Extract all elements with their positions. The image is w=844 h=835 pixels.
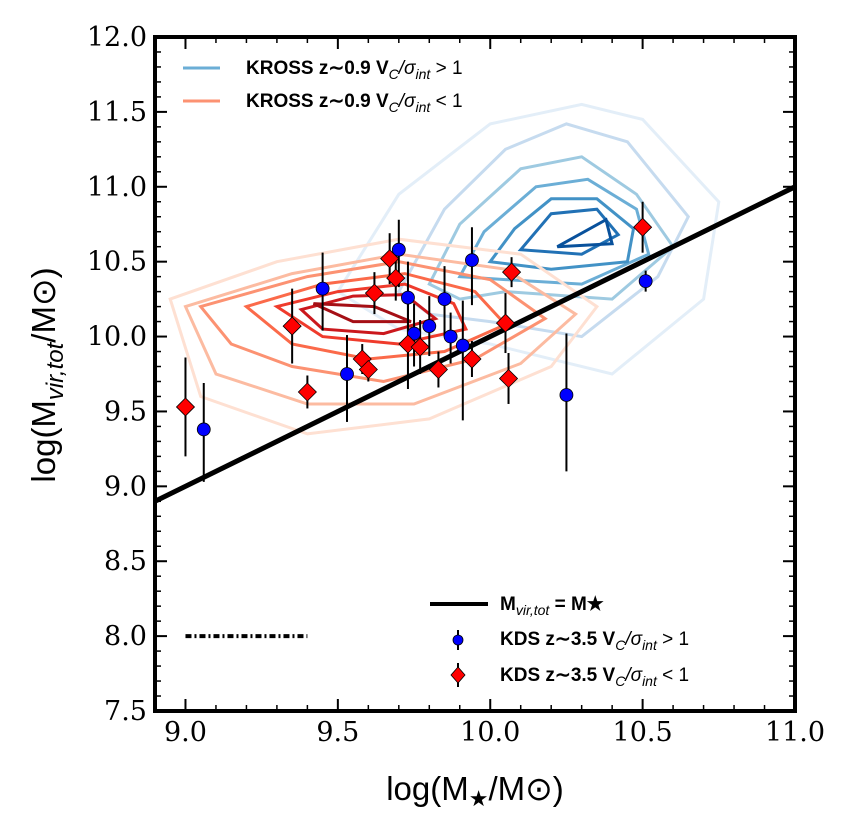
y-axis-title: log(Mvir,tot/M⊙) bbox=[25, 267, 69, 482]
point-red-15 bbox=[633, 217, 653, 237]
contour-layer bbox=[168, 102, 721, 436]
contour-level-red-4 bbox=[273, 282, 469, 346]
legend-label-kross-high: KROSS z∼0.9 VC/σint > 1 bbox=[246, 58, 463, 82]
point-blue-10 bbox=[465, 253, 479, 268]
point-red-4 bbox=[358, 359, 378, 380]
point-red-11 bbox=[462, 349, 482, 369]
y-tick-label: 12.0 bbox=[87, 22, 147, 53]
contour-level-blue-6 bbox=[556, 217, 615, 249]
y-tick-label: 8.5 bbox=[104, 546, 147, 577]
legend-upper: KROSS z∼0.9 VC/σint > 1 KROSS z∼0.9 VC/σ… bbox=[183, 58, 463, 115]
point-red-1 bbox=[282, 316, 302, 336]
legend-label-kds-high: KDS z∼3.5 VC/σint > 1 bbox=[500, 629, 689, 653]
point-blue-2 bbox=[340, 367, 354, 381]
y-tick-label: 11.5 bbox=[87, 97, 147, 128]
point-red-7 bbox=[386, 268, 406, 288]
point-blue-12 bbox=[638, 274, 653, 289]
y-tick-label: 9.5 bbox=[104, 396, 147, 427]
contour-level-blue-4 bbox=[487, 197, 636, 271]
legend-label-kds-low: KDS z∼3.5 VC/σint < 1 bbox=[500, 665, 689, 689]
point-red-13 bbox=[502, 262, 522, 282]
point-blue-8 bbox=[443, 329, 458, 344]
y-tick-label: 10.5 bbox=[87, 247, 147, 278]
legend-lower: Mvir,tot = M★ KDS z∼3.5 VC/σint > 1 KDS … bbox=[430, 594, 689, 689]
point-red-9 bbox=[410, 337, 430, 357]
kds-high-markers bbox=[196, 242, 653, 437]
contour-level-red-0 bbox=[168, 237, 600, 436]
x-tick-label: 10.0 bbox=[460, 717, 520, 748]
point-blue-0 bbox=[196, 422, 211, 437]
point-red-0 bbox=[175, 397, 196, 417]
contour-level-red-6 bbox=[312, 302, 412, 324]
contour-level-blue-1 bbox=[396, 122, 691, 339]
legend-marker-kds-low bbox=[450, 666, 466, 684]
legend-label-one-to-one: Mvir,tot = M★ bbox=[500, 594, 604, 618]
point-blue-11 bbox=[559, 388, 574, 402]
contour-level-red-2 bbox=[198, 260, 548, 384]
contour-level-blue-2 bbox=[427, 155, 676, 301]
point-blue-7 bbox=[437, 292, 452, 307]
one-to-one-line bbox=[155, 184, 795, 504]
point-blue-5 bbox=[407, 326, 421, 341]
error-bars bbox=[184, 201, 647, 482]
contour-level-blue-0 bbox=[335, 102, 721, 376]
point-red-14 bbox=[498, 368, 519, 389]
point-red-2 bbox=[297, 382, 317, 402]
x-tick-label: 9.0 bbox=[164, 717, 207, 748]
legend-marker-kds-high bbox=[452, 634, 464, 646]
point-blue-3 bbox=[391, 242, 406, 257]
point-blue-6 bbox=[422, 319, 437, 333]
y-tick-labels: 7.5 8.0 8.5 9.0 9.5 10.0 10.5 11.0 11.5 12.0 bbox=[87, 22, 147, 727]
x-tick-label: 11.0 bbox=[765, 717, 825, 748]
y-tick-label: 7.5 bbox=[104, 696, 147, 727]
y-tick-label: 9.0 bbox=[104, 471, 147, 502]
plot-frame bbox=[153, 35, 797, 713]
x-tick-label: 10.5 bbox=[613, 717, 673, 748]
legend-label-kross-low: KROSS z∼0.9 VC/σint < 1 bbox=[246, 91, 463, 115]
tick-marks bbox=[155, 36, 796, 712]
y-tick-label: 10.0 bbox=[87, 322, 147, 353]
y-tick-label: 11.0 bbox=[87, 172, 147, 203]
contours-kross-high bbox=[335, 102, 721, 376]
x-tick-labels: 9.0 9.5 10.0 10.5 11.0 bbox=[164, 717, 825, 748]
point-red-6 bbox=[380, 249, 400, 269]
contour-level-blue-3 bbox=[457, 177, 651, 286]
x-tick-label: 9.5 bbox=[316, 717, 359, 748]
contour-level-red-1 bbox=[183, 252, 579, 406]
point-blue-4 bbox=[401, 290, 415, 305]
point-blue-9 bbox=[455, 338, 470, 353]
point-red-5 bbox=[364, 283, 384, 303]
kds-low-markers bbox=[175, 217, 653, 417]
point-red-10 bbox=[428, 359, 448, 380]
x-axis-title: log(M★/M⊙) bbox=[386, 770, 564, 811]
point-blue-1 bbox=[315, 281, 330, 296]
y-tick-label: 8.0 bbox=[104, 621, 147, 652]
point-red-12 bbox=[495, 313, 516, 333]
